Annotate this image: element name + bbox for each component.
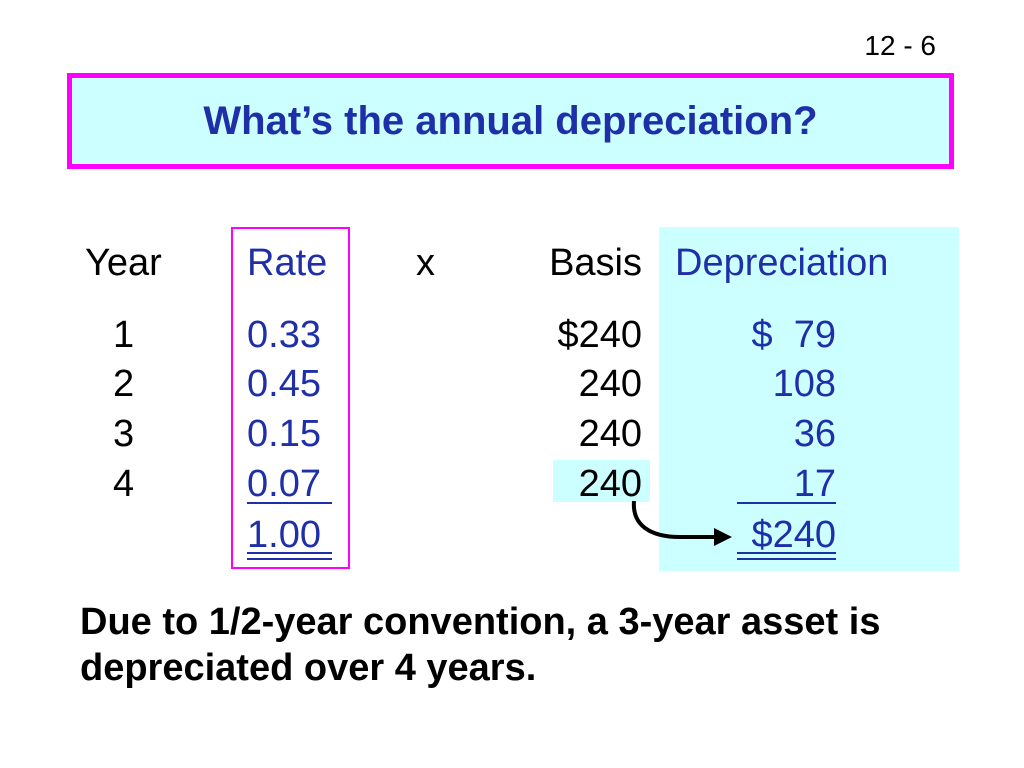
- rate-column-box: [231, 227, 350, 569]
- row-3-year: 3: [113, 413, 135, 455]
- rate-total-double-underline-1: [247, 552, 332, 554]
- header-depreciation: Depreciation: [675, 242, 889, 284]
- footer-note: Due to 1/2-year convention, a 3-year ass…: [80, 601, 881, 689]
- row-4-rate: 0.07: [247, 463, 321, 505]
- header-basis: Basis: [549, 242, 642, 284]
- row-4-depreciation: 17: [793, 463, 836, 505]
- row-3-depreciation: 36: [793, 413, 836, 455]
- depreciation-column-highlight: [659, 227, 959, 571]
- row-4-basis: 240: [578, 463, 642, 505]
- row-2-year: 2: [113, 363, 135, 405]
- row-2-depreciation: 108: [772, 363, 836, 405]
- row-1-year: 1: [113, 314, 135, 356]
- basis-year4-highlight: [553, 460, 650, 502]
- depreciation-row4-underline: [737, 502, 836, 504]
- arrow-icon: [631, 500, 732, 546]
- row-1-basis: $240: [557, 314, 642, 356]
- row-4-year: 4: [113, 463, 135, 505]
- depreciation-total-double-underline-1: [737, 552, 836, 554]
- row-3-rate: 0.15: [247, 413, 321, 455]
- row-3-basis: 240: [578, 413, 642, 455]
- row-1-rate: 0.33: [247, 314, 321, 356]
- row-1-depreciation: $ 79: [751, 314, 836, 356]
- depreciation-total-double-underline-2: [737, 558, 836, 560]
- rate-total-double-underline-2: [247, 558, 332, 560]
- header-multiply: x: [416, 242, 435, 284]
- header-rate: Rate: [247, 242, 328, 284]
- page-number: 12 - 6: [864, 30, 936, 61]
- title-box: What’s the annual depreciation?: [67, 73, 954, 169]
- rate-row4-underline: [247, 502, 332, 504]
- row-2-basis: 240: [578, 363, 642, 405]
- total-depreciation: $240: [751, 514, 836, 556]
- header-year: Year: [85, 242, 162, 284]
- row-2-rate: 0.45: [247, 363, 321, 405]
- total-rate: 1.00: [247, 514, 321, 556]
- page-title: What’s the annual depreciation?: [203, 98, 818, 143]
